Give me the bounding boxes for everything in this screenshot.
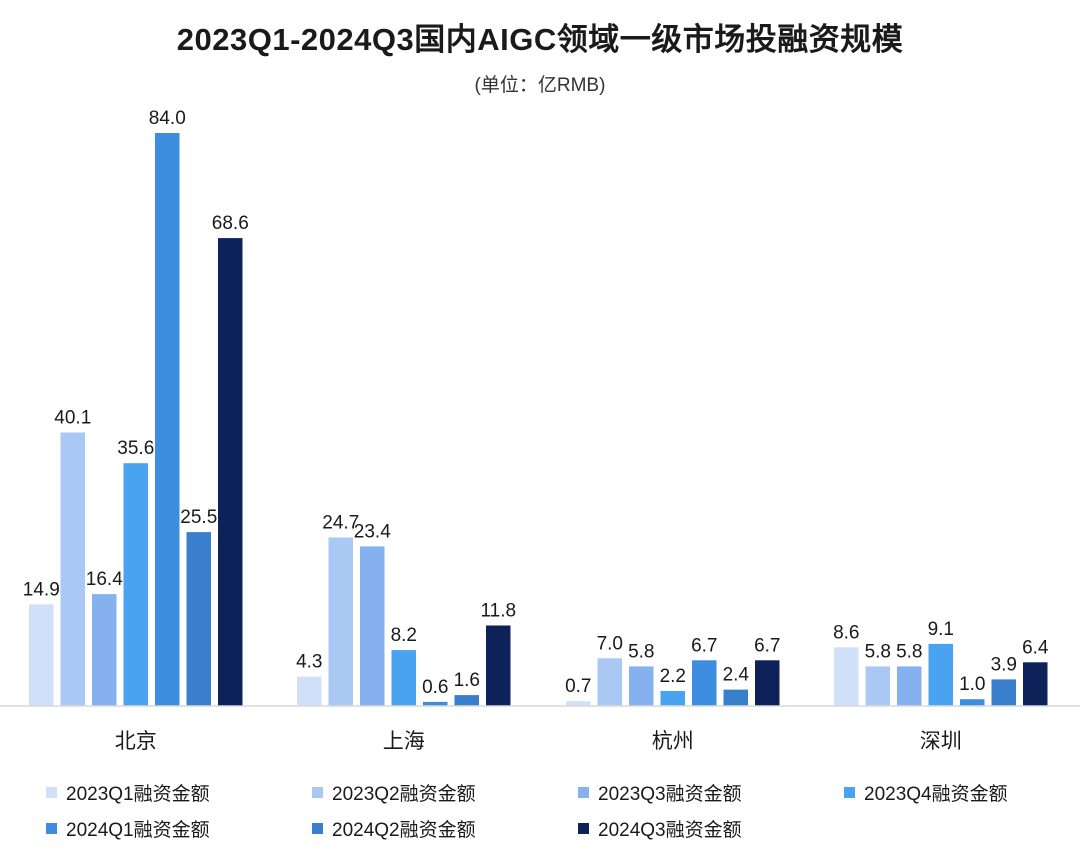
bar-6-2 <box>454 695 479 706</box>
legend-item: 2023Q1融资金额 <box>46 780 312 805</box>
bar-value-label: 4.3 <box>296 652 322 673</box>
bar-5-4 <box>960 699 985 706</box>
bar-4-3 <box>660 691 685 706</box>
legend-item: 2024Q3融资金额 <box>578 816 844 841</box>
legend-swatch <box>312 822 323 834</box>
bar-value-label: 3.9 <box>991 654 1017 675</box>
bar-value-label: 16.4 <box>86 569 123 590</box>
bar-2-3 <box>597 658 622 707</box>
legend-swatch <box>844 786 855 798</box>
bar-value-label: 68.6 <box>212 213 249 234</box>
bar-value-label: 0.7 <box>565 676 591 697</box>
bar-7-3 <box>755 660 780 706</box>
bar-4-1 <box>123 463 148 706</box>
legend-label: 2024Q3融资金额 <box>598 819 742 841</box>
bar-value-label: 6.7 <box>754 635 780 656</box>
legend-label: 2023Q2融资金额 <box>332 783 476 805</box>
bar-2-2 <box>328 537 353 706</box>
chart-title: 2023Q1-2024Q3国内AIGC领域一级市场投融资规模 <box>176 22 904 57</box>
category-label: 杭州 <box>652 730 694 753</box>
bar-6-4 <box>991 679 1016 706</box>
bar-3-3 <box>629 666 654 706</box>
bar-value-label: 5.8 <box>865 641 891 662</box>
legend-item: 2023Q4融资金额 <box>844 780 1056 805</box>
bar-value-label: 25.5 <box>180 507 217 528</box>
bar-value-label: 2.2 <box>660 666 686 687</box>
bar-value-label: 24.7 <box>322 513 359 534</box>
legend-label: 2023Q4融资金额 <box>864 783 1008 805</box>
bar-value-label: 5.8 <box>896 641 922 662</box>
legend-swatch <box>578 822 589 834</box>
bar-value-label: 6.4 <box>1022 637 1049 658</box>
bar-1-3 <box>566 701 591 706</box>
bar-value-label: 23.4 <box>354 521 391 542</box>
bar-6-1 <box>186 532 211 706</box>
bar-value-label: 2.4 <box>723 665 750 686</box>
legend-swatch <box>312 786 323 798</box>
bar-value-label: 8.2 <box>391 625 417 646</box>
bar-chart: 14.9 40.1 16.4 35.6 84.0 25.5 68.6 4.3 24.723.4 8… <box>0 108 1080 753</box>
legend-label: 2024Q2融资金额 <box>332 819 476 841</box>
bar-value-label: 9.1 <box>928 619 954 640</box>
legend-swatch <box>46 786 57 798</box>
bar-3-1 <box>92 594 117 706</box>
bar-value-label: 6.7 <box>691 635 717 656</box>
bar-value-label: 35.6 <box>117 438 154 459</box>
bar-4-2 <box>391 650 416 706</box>
bar-2-1 <box>60 432 85 706</box>
chart-subtitle: (单位：亿RMB) <box>474 75 606 96</box>
bar-value-label: 11.8 <box>481 601 517 622</box>
bar-5-2 <box>423 701 448 706</box>
legend-item: 2023Q3融资金额 <box>578 780 844 805</box>
bar-5-3 <box>692 660 717 706</box>
bar-value-label: 7.0 <box>597 633 623 654</box>
legend-label: 2023Q1融资金额 <box>66 783 210 805</box>
legend-label: 2024Q1融资金额 <box>66 819 210 841</box>
bar-7-4 <box>1023 662 1048 706</box>
category-label: 上海 <box>383 730 425 753</box>
legend-item: 2024Q2融资金额 <box>312 816 578 841</box>
bar-value-label: 0.6 <box>422 677 448 698</box>
bar-6-3 <box>723 689 748 706</box>
bar-value-label: 1.6 <box>454 670 480 691</box>
bar-value-label: 5.8 <box>628 641 654 662</box>
legend-label: 2023Q3融资金额 <box>598 783 742 805</box>
legend-swatch <box>46 822 57 834</box>
bar-5-1 <box>155 133 180 706</box>
bar-value-label: 40.1 <box>54 408 91 429</box>
bar-7-2 <box>486 625 511 706</box>
bar-7-1 <box>218 238 243 706</box>
bar-3-2 <box>360 546 385 706</box>
legend-item: 2024Q1融资金额 <box>46 816 312 841</box>
category-label: 北京 <box>115 730 157 753</box>
legend-item: 2023Q2融资金额 <box>312 780 578 805</box>
bars-layer: 14.9 40.1 16.4 35.6 84.0 25.5 68.6 4.3 24.723.4 8… <box>23 108 1049 707</box>
legend: 2023Q1融资金额 2023Q2融资金额 2023Q3融资金额 2023Q4融资金额… <box>46 780 1056 841</box>
category-label: 深圳 <box>920 730 962 753</box>
bar-4-4 <box>928 643 953 706</box>
bar-value-label: 84.0 <box>149 108 186 129</box>
bar-1-2 <box>297 676 322 706</box>
bar-value-label: 1.0 <box>959 674 985 695</box>
bar-3-4 <box>897 666 922 706</box>
bar-1-1 <box>29 604 54 706</box>
bar-value-label: 14.9 <box>23 579 60 600</box>
bar-1-4 <box>834 647 859 706</box>
bar-2-4 <box>865 666 890 706</box>
legend-swatch <box>578 786 589 798</box>
bar-value-label: 8.6 <box>833 622 859 643</box>
category-labels: 北京 上海 杭州 深圳 <box>115 730 962 753</box>
